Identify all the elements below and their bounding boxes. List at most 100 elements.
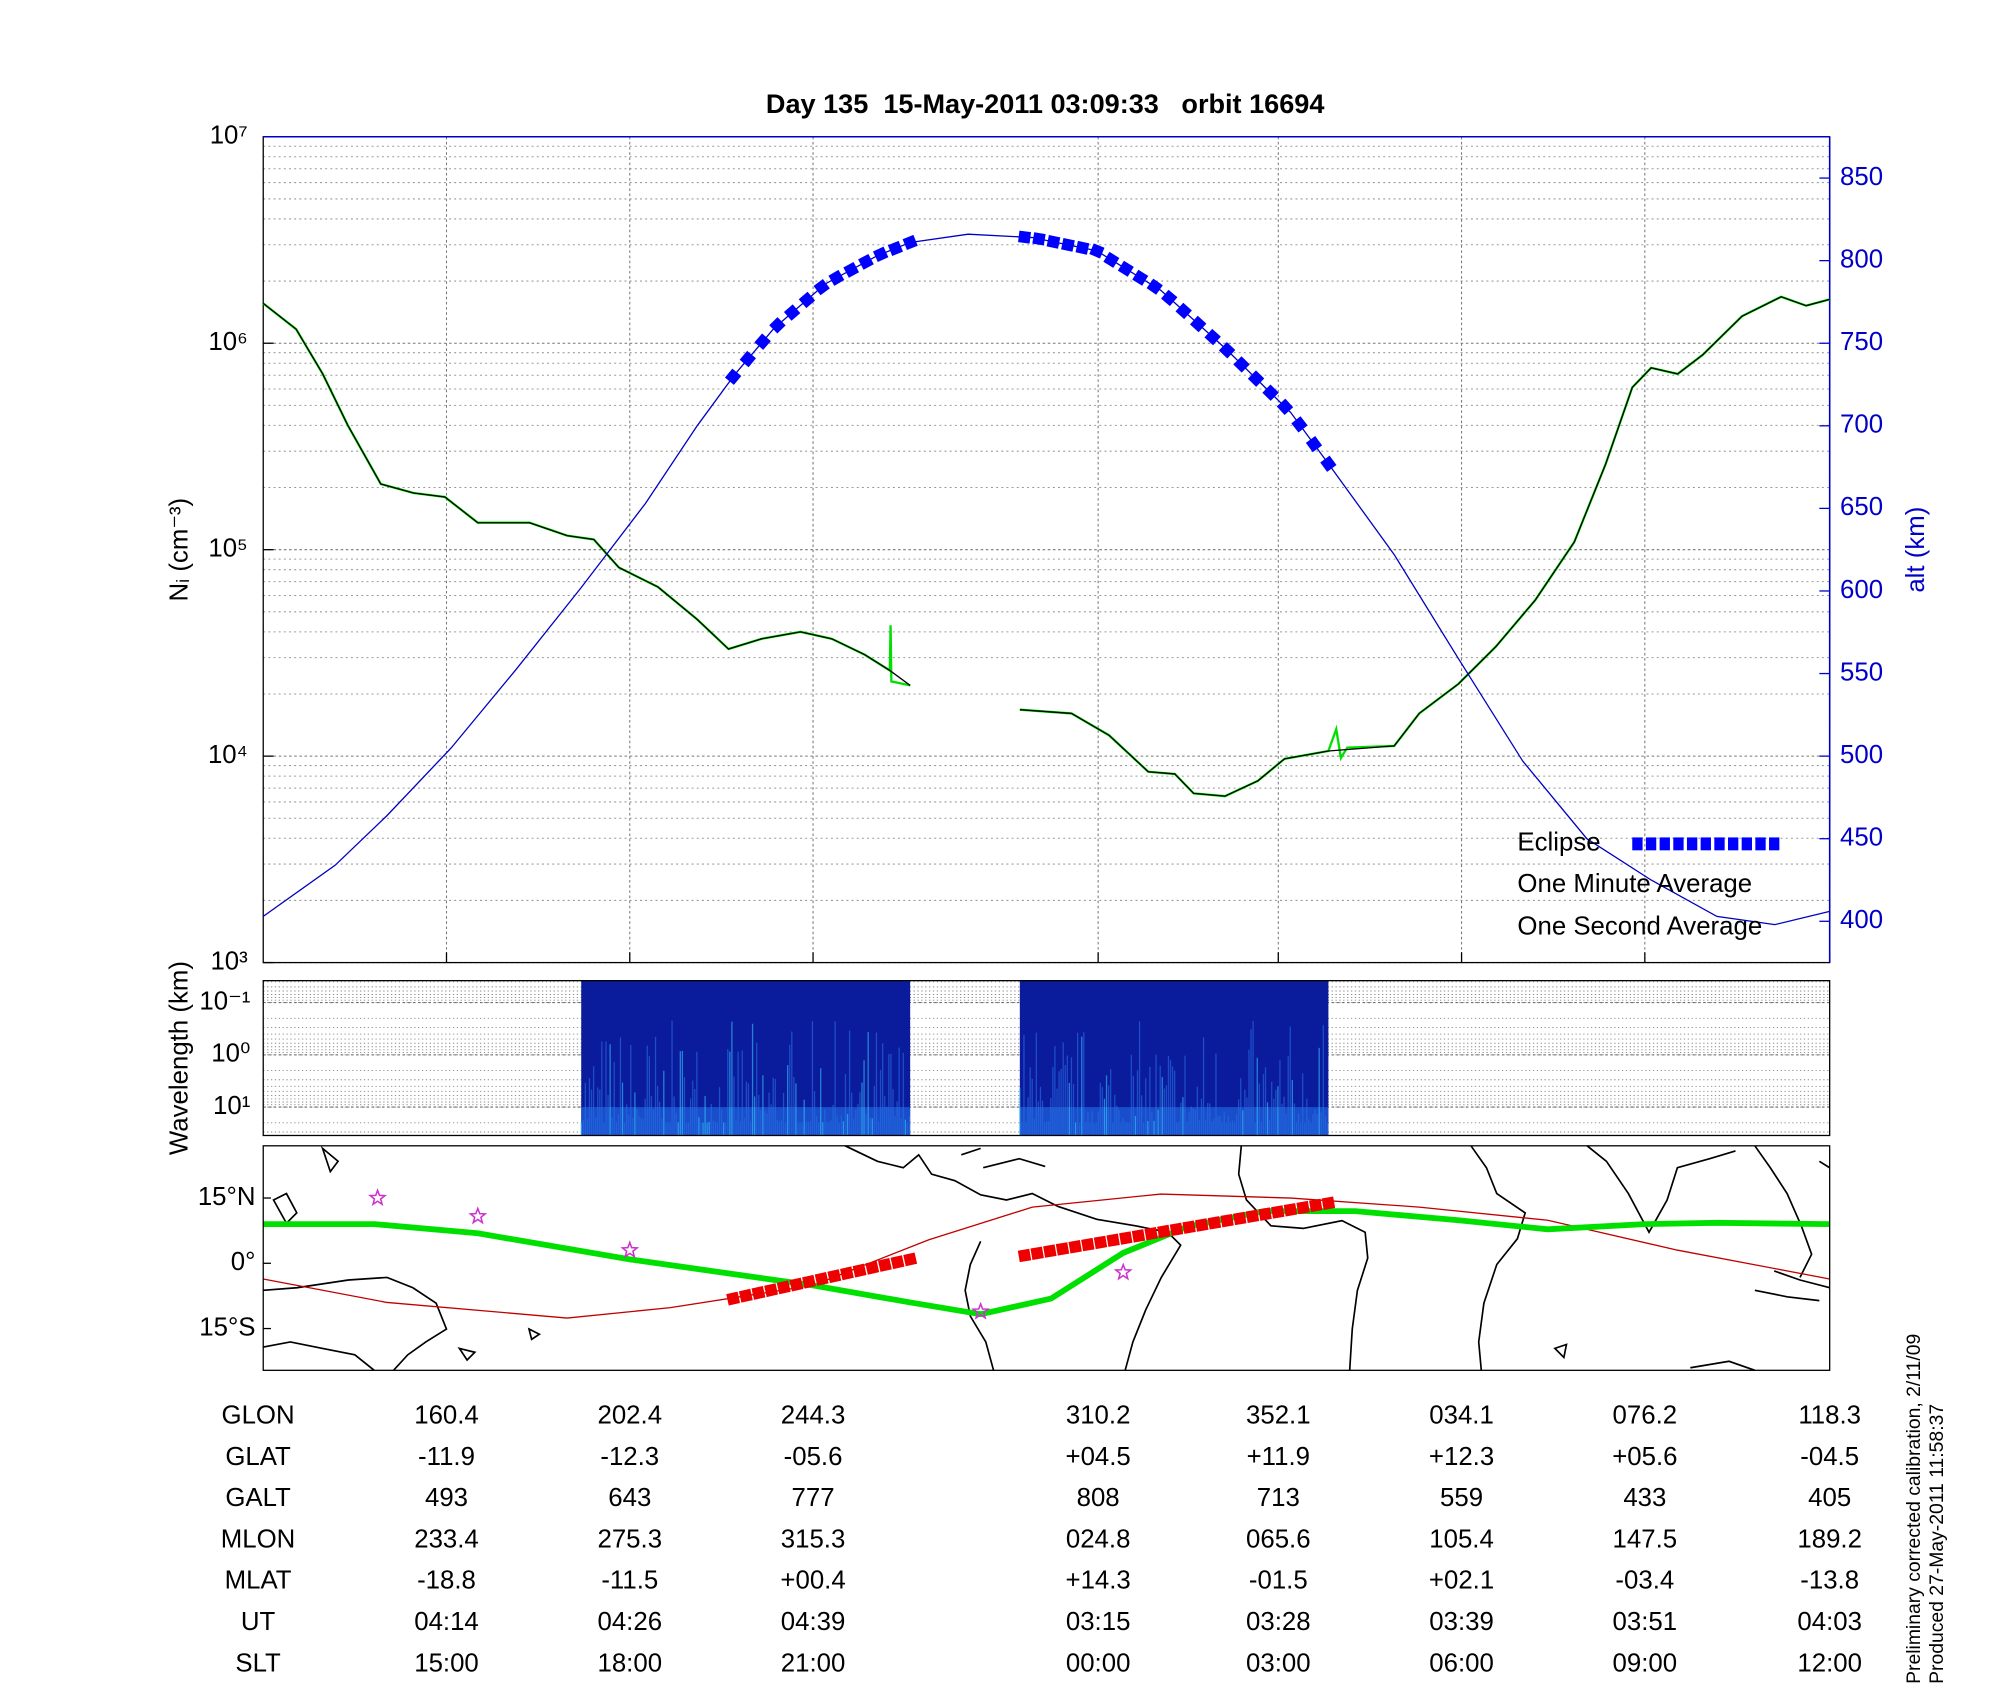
table-cell: -05.6 bbox=[784, 1443, 843, 1471]
coastline bbox=[1586, 1145, 1831, 1372]
star-marker bbox=[468, 1206, 488, 1225]
row-label: SLT bbox=[235, 1649, 281, 1677]
eclipse-marker bbox=[1081, 1237, 1095, 1252]
table-cell: 244.3 bbox=[781, 1402, 846, 1430]
table-cell: 777 bbox=[792, 1484, 835, 1512]
eclipse-marker bbox=[828, 269, 845, 286]
y2-tick-label: 450 bbox=[1840, 824, 1883, 852]
eclipse-marker bbox=[1247, 370, 1265, 387]
data-line bbox=[263, 1193, 1830, 1319]
y-tick-label: 15°S bbox=[199, 1313, 255, 1341]
y2-tick-label: 750 bbox=[1840, 328, 1883, 356]
eclipse-marker bbox=[751, 1286, 766, 1300]
eclipse-marker bbox=[1132, 269, 1149, 286]
eclipse-marker bbox=[840, 1266, 854, 1281]
table-cell: +14.3 bbox=[1066, 1567, 1131, 1595]
table-cell: 03:39 bbox=[1429, 1608, 1494, 1636]
table-cell: 12:00 bbox=[1797, 1649, 1862, 1677]
eclipse-marker bbox=[1182, 1220, 1196, 1234]
data-line bbox=[1019, 296, 1830, 797]
legend-swatch bbox=[1645, 837, 1657, 851]
y2-tick-label: 500 bbox=[1840, 741, 1883, 769]
y2-tick-label: 400 bbox=[1840, 906, 1883, 934]
y2-tick-label: 650 bbox=[1840, 493, 1883, 521]
table-cell: 189.2 bbox=[1797, 1525, 1862, 1553]
table-cell: 118.3 bbox=[1798, 1402, 1861, 1430]
table-cell: 713 bbox=[1257, 1484, 1300, 1512]
eclipse-marker bbox=[789, 1277, 804, 1292]
eclipse-marker bbox=[865, 1260, 880, 1275]
y-tick-label: 15°N bbox=[198, 1183, 256, 1211]
eclipse-marker bbox=[776, 1280, 791, 1295]
eclipse-marker bbox=[1030, 1246, 1044, 1260]
table-cell: 04:26 bbox=[597, 1608, 662, 1636]
eclipse-marker bbox=[1245, 1209, 1260, 1223]
row-label: GLON bbox=[222, 1402, 295, 1430]
eclipse-marker bbox=[1195, 1218, 1209, 1232]
eclipse-marker bbox=[903, 1252, 918, 1267]
eclipse-marker bbox=[1220, 1213, 1234, 1228]
y-tick-label: 0° bbox=[231, 1248, 256, 1276]
table-cell: 06:00 bbox=[1429, 1649, 1494, 1677]
y-axis-label: Nᵢ (cm⁻³) bbox=[165, 498, 193, 602]
eclipse-marker bbox=[1207, 1216, 1222, 1230]
y2-tick-label: 600 bbox=[1840, 576, 1883, 604]
eclipse-marker bbox=[783, 304, 801, 321]
y2-tick-label: 700 bbox=[1840, 411, 1883, 439]
eclipse-marker bbox=[1017, 1248, 1032, 1263]
eclipse-marker bbox=[1276, 398, 1294, 416]
eclipse-marker bbox=[1061, 238, 1075, 252]
footnote: Preliminary corrected calibration, 2/11/… bbox=[1903, 1334, 1925, 1684]
y-tick-label: 10⁴ bbox=[208, 741, 248, 769]
eclipse-marker bbox=[1106, 1233, 1120, 1247]
eclipse-marker bbox=[1320, 455, 1337, 472]
table-cell: 310.2 bbox=[1066, 1402, 1131, 1430]
eclipse-marker bbox=[769, 317, 786, 334]
table-cell: 21:00 bbox=[781, 1649, 846, 1677]
table-cell: 15:00 bbox=[414, 1649, 479, 1677]
eclipse-marker bbox=[1046, 235, 1061, 249]
eclipse-marker bbox=[764, 1283, 779, 1298]
eclipse-marker bbox=[813, 279, 830, 296]
legend-swatch bbox=[1700, 837, 1711, 851]
table-cell: 03:51 bbox=[1613, 1608, 1678, 1636]
table-cell: +12.3 bbox=[1429, 1443, 1494, 1471]
y-tick-label: 10⁶ bbox=[208, 328, 247, 356]
star-marker bbox=[971, 1301, 991, 1320]
legend-label: Eclipse bbox=[1517, 829, 1600, 857]
eclipse-marker bbox=[827, 1269, 842, 1284]
row-label: MLAT bbox=[225, 1567, 292, 1595]
eclipse-marker bbox=[1068, 1240, 1082, 1254]
coastline bbox=[844, 1145, 1182, 1371]
eclipse-marker bbox=[1131, 1229, 1146, 1243]
eclipse-marker bbox=[1189, 315, 1207, 333]
eclipse-marker bbox=[1283, 1203, 1298, 1217]
table-cell: 559 bbox=[1440, 1484, 1483, 1512]
spectrogram-y-label: Wavelength (km) bbox=[165, 961, 193, 1155]
table-cell: -04.5 bbox=[1800, 1443, 1859, 1471]
eclipse-marker bbox=[1144, 1226, 1158, 1241]
legend-swatch bbox=[1714, 837, 1725, 851]
eclipse-marker bbox=[843, 262, 860, 278]
table-cell: +00.4 bbox=[780, 1567, 845, 1595]
plot-frame bbox=[262, 1145, 1831, 1371]
table-cell: 147.5 bbox=[1613, 1525, 1678, 1553]
table-cell: -13.8 bbox=[1800, 1567, 1859, 1595]
eclipse-marker bbox=[872, 246, 889, 263]
eclipse-marker bbox=[1262, 384, 1279, 401]
eclipse-marker bbox=[890, 1255, 905, 1270]
eclipse-marker bbox=[1233, 356, 1250, 373]
table-cell: 315.3 bbox=[781, 1525, 846, 1553]
y2-tick-label: 550 bbox=[1840, 658, 1883, 686]
eclipse-marker bbox=[1291, 416, 1308, 433]
y-tick-label: 10¹ bbox=[213, 1092, 251, 1120]
eclipse-marker bbox=[877, 1258, 892, 1272]
table-cell: +11.9 bbox=[1247, 1443, 1310, 1471]
row-label: MLON bbox=[221, 1525, 296, 1553]
y-tick-label: 10⁷ bbox=[210, 122, 248, 150]
y2-tick-label: 800 bbox=[1840, 245, 1883, 273]
eclipse-marker bbox=[1089, 243, 1105, 259]
table-cell: 405 bbox=[1808, 1484, 1851, 1512]
